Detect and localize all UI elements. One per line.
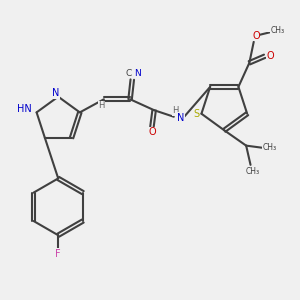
Text: O: O — [266, 51, 274, 61]
Text: S: S — [193, 109, 199, 119]
Text: CH₃: CH₃ — [263, 143, 277, 152]
Text: CH₃: CH₃ — [246, 167, 260, 176]
Text: H: H — [172, 106, 178, 115]
Text: O: O — [252, 31, 260, 41]
Text: H: H — [98, 101, 105, 110]
Text: F: F — [56, 249, 61, 259]
Text: HN: HN — [16, 104, 31, 114]
Text: N: N — [177, 112, 184, 123]
Text: N: N — [52, 88, 60, 98]
Text: C: C — [126, 69, 132, 78]
Text: N: N — [134, 69, 141, 78]
Text: CH₃: CH₃ — [270, 26, 284, 35]
Text: O: O — [148, 127, 156, 137]
